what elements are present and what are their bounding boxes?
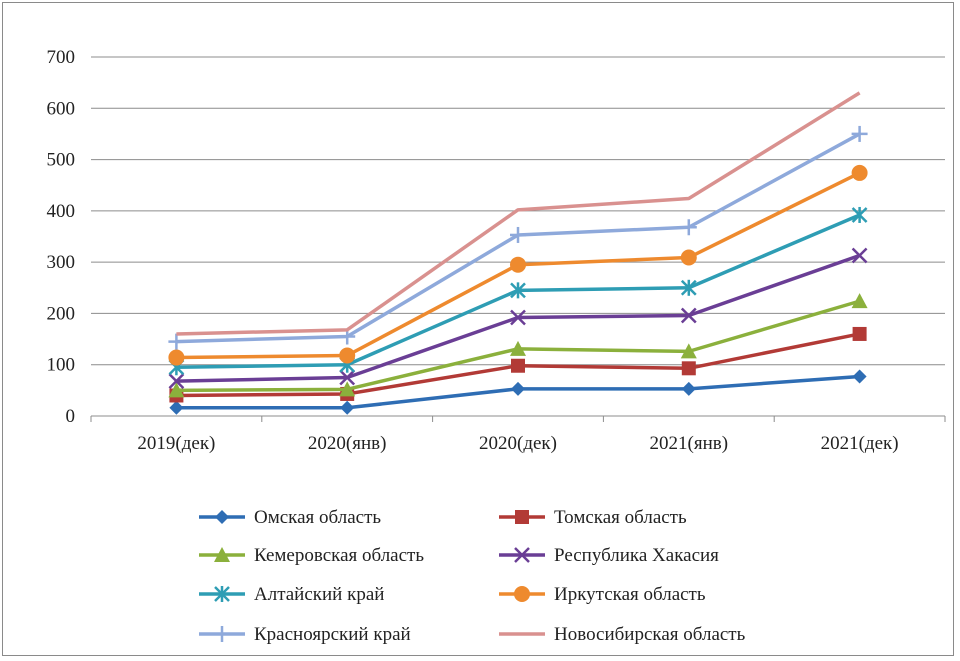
data-point: [168, 382, 185, 398]
data-point: [680, 219, 697, 236]
y-tick-label: 300: [47, 252, 76, 273]
data-point: [680, 279, 697, 296]
legend-label: Республика Хакасия: [554, 545, 719, 566]
y-tick-label: 600: [47, 98, 76, 119]
legend-label: Красноярский край: [254, 624, 411, 645]
x-tick-label: 2020(янв): [308, 433, 387, 454]
x-tick-label: 2020(дек): [479, 433, 557, 454]
data-point: [168, 349, 185, 366]
data-point: [514, 586, 530, 602]
x-tick-label: 2021(янв): [650, 433, 729, 454]
series-7: [168, 125, 868, 350]
data-point: [514, 547, 530, 563]
data-point: [339, 369, 356, 386]
series-3: [168, 293, 868, 398]
data-point: [851, 247, 868, 264]
data-point: [681, 361, 696, 376]
data-point: [680, 307, 697, 324]
data-point: [510, 309, 526, 326]
data-point: [511, 358, 525, 373]
data-point: [511, 381, 525, 396]
legend-label: Томская область: [554, 507, 687, 528]
y-tick-label: 0: [66, 406, 76, 427]
legend-label: Иркутская область: [554, 584, 706, 605]
series-line: [176, 91, 861, 336]
legend-item: Республика Хакасия: [499, 545, 719, 566]
data-point: [510, 256, 526, 273]
y-tick-label: 400: [47, 201, 76, 222]
data-point: [340, 400, 355, 415]
data-point: [214, 626, 230, 642]
x-tick-label: 2021(дек): [821, 433, 899, 454]
data-point: [515, 510, 529, 524]
legend-label: Новосибирская область: [554, 624, 746, 645]
data-point: [851, 164, 868, 181]
legend-item: Алтайский край: [199, 584, 384, 605]
legend-label: Омская область: [254, 507, 381, 528]
data-point: [214, 586, 230, 602]
legend-item: Омская область: [199, 507, 381, 528]
legend-item: Красноярский край: [199, 624, 411, 645]
data-point: [852, 326, 867, 341]
axis-layer: 0 100 200 300 400 500 600 700 2019(дек) 2020(янв)…: [47, 47, 946, 454]
legend-item: Иркутская область: [499, 584, 706, 605]
data-point: [510, 226, 526, 243]
data-point: [680, 343, 697, 359]
data-point: [339, 347, 356, 364]
y-tick-label: 500: [47, 150, 76, 171]
data-point: [510, 282, 526, 299]
data-point: [169, 400, 184, 415]
y-tick-label: 700: [47, 47, 76, 68]
series-4: [168, 247, 868, 390]
legend-label: Алтайский край: [254, 584, 384, 605]
data-point: [168, 333, 185, 350]
legend: Омская область Томская область Кемеровская…: [199, 507, 746, 645]
series-6: [168, 164, 868, 366]
y-tick-label: 100: [47, 355, 76, 376]
data-point: [215, 510, 229, 524]
data-point: [214, 547, 230, 562]
y-tick-label: 200: [47, 303, 76, 324]
data-point: [851, 293, 868, 309]
data-point: [510, 340, 526, 356]
data-point: [681, 381, 696, 396]
series-layer: [168, 91, 868, 415]
x-tick-label: 2019(дек): [137, 433, 215, 454]
data-point: [851, 206, 868, 223]
series-1: [169, 369, 867, 415]
data-point: [851, 125, 868, 142]
legend-label: Кемеровская область: [254, 545, 424, 566]
legend-item: Кемеровская область: [199, 545, 424, 566]
data-point: [339, 381, 356, 397]
line-chart: 0 100 200 300 400 500 600 700 2019(дек) 2020(янв)…: [47, 47, 946, 645]
data-point: [852, 369, 867, 384]
data-point: [680, 249, 697, 266]
data-point: [168, 373, 185, 390]
legend-item: Томская область: [499, 507, 687, 528]
series-8: [176, 91, 861, 336]
legend-item: Новосибирская область: [499, 624, 746, 645]
